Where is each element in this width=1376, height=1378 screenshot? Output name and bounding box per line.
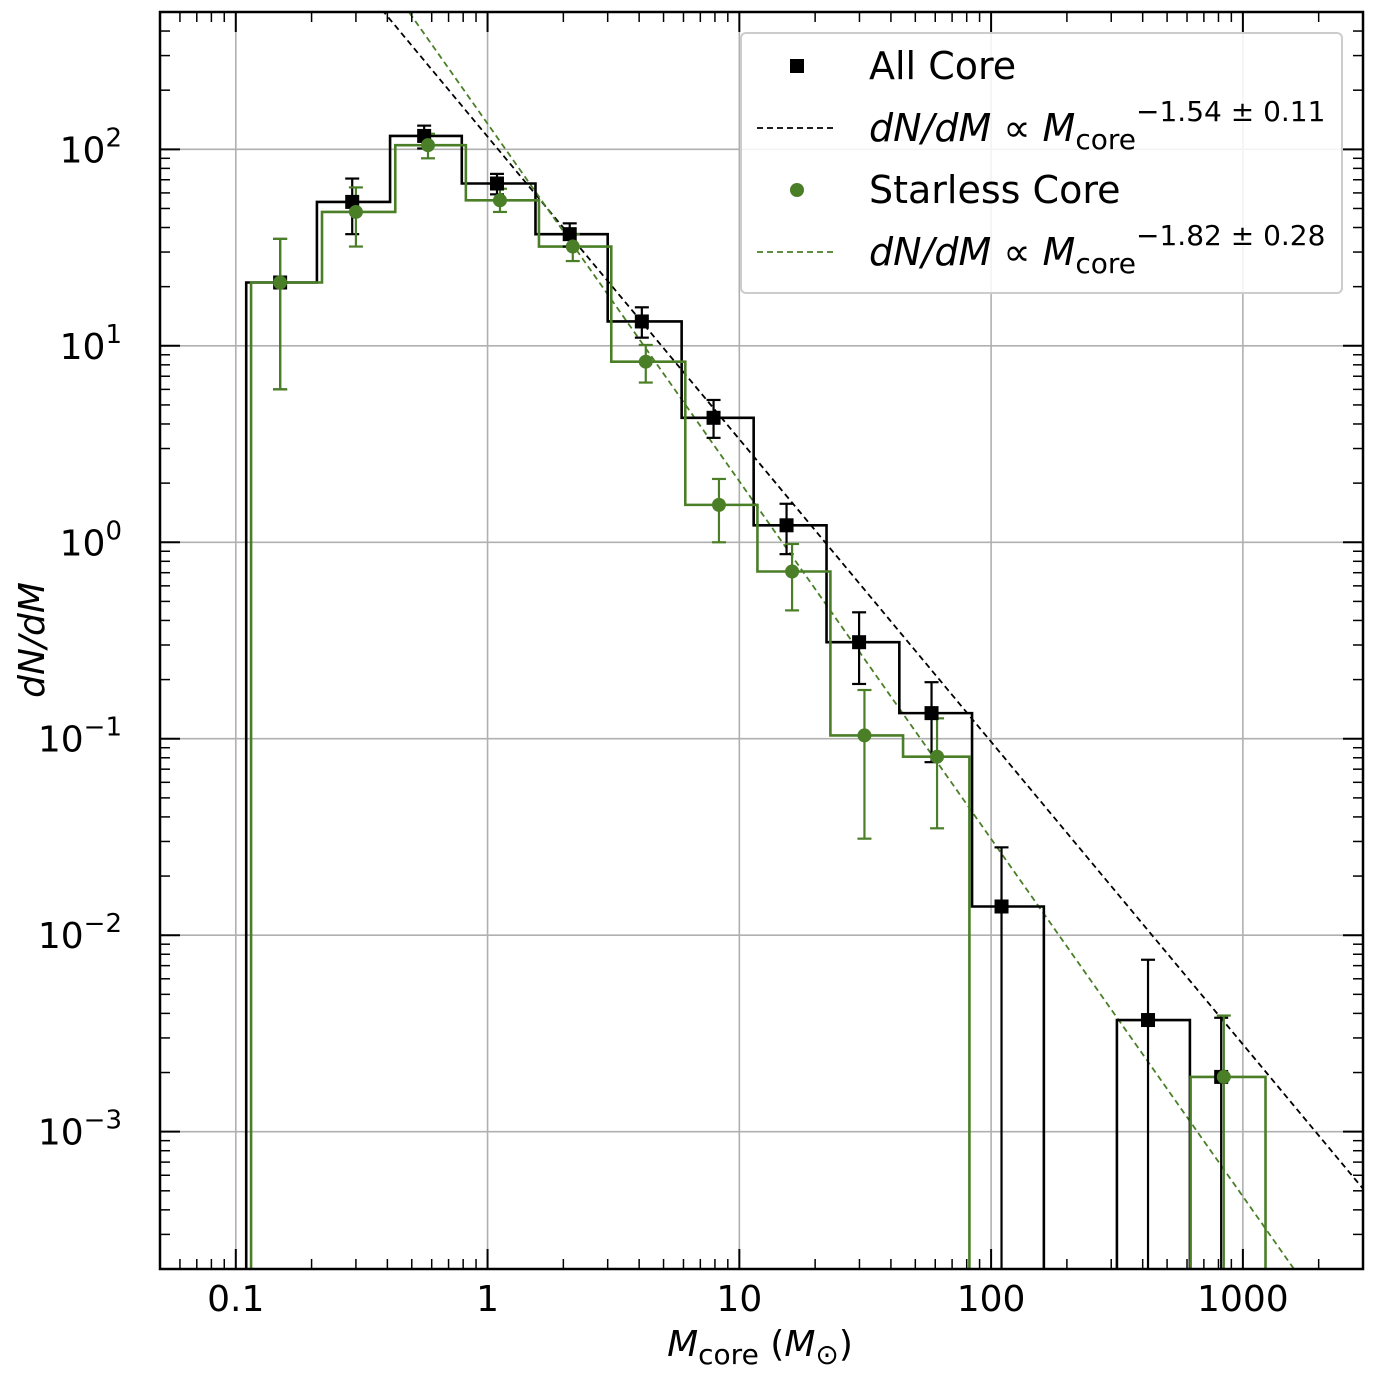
legend-label: dN/dM ∝ Mcore−1.82 ± 0.28 (869, 219, 1325, 280)
plot-frame (158, 10, 1365, 1271)
histograms (244, 134, 1267, 1269)
square-marker (779, 518, 794, 533)
circle-marker (930, 749, 945, 764)
histogram-step (244, 134, 1192, 1269)
circle-marker (857, 728, 872, 743)
plot-data (244, 12, 1363, 1269)
y-tick-labels: 10−3 10−2 10−1 100 101 102 (38, 123, 122, 1153)
y-tick-label: 10−3 (38, 1106, 122, 1154)
error-bars (273, 124, 1231, 1269)
legend-label: Starless Core (869, 168, 1121, 212)
legend: All Core dN/dM ∝ Mcore−1.54 ± 0.11 Starles… (740, 32, 1343, 294)
legend-square-marker (790, 59, 804, 73)
fit-line (382, 12, 1363, 1191)
circle-marker (711, 497, 726, 512)
grid (160, 12, 1363, 1269)
y-tick-label: 10−2 (38, 909, 122, 957)
y-tick-label: 101 (60, 320, 122, 368)
square-marker (852, 635, 867, 650)
fit-lines (382, 12, 1363, 1269)
square-marker (562, 227, 577, 242)
fit-line (407, 12, 1296, 1269)
circle-marker (492, 193, 507, 208)
circle-marker (1216, 1069, 1231, 1084)
markers (273, 128, 1231, 1084)
square-marker (489, 176, 504, 191)
y-tick-label: 102 (60, 123, 122, 171)
circle-marker (420, 138, 435, 153)
y-tick-label: 10−1 (38, 713, 122, 761)
legend-label: All Core (869, 44, 1016, 88)
y-axis-label: dN/dM (12, 582, 53, 698)
legend-label: dN/dM ∝ Mcore−1.54 ± 0.11 (869, 95, 1325, 156)
x-tick-label: 1000 (1197, 1279, 1289, 1320)
square-marker (994, 899, 1009, 914)
circle-marker (785, 564, 800, 579)
legend-circle-marker (790, 183, 804, 197)
square-marker (634, 314, 649, 329)
x-tick-label: 100 (957, 1279, 1026, 1320)
x-tick-labels: 0.1 1 10 100 1000 (207, 1279, 1289, 1320)
x-tick-label: 0.1 (207, 1279, 264, 1320)
square-marker (924, 706, 939, 721)
circle-marker (348, 204, 363, 219)
x-axis-label: Mcore (M⊙) (667, 1324, 853, 1371)
axis-ticks (160, 12, 1363, 1269)
circle-marker (638, 354, 653, 369)
circle-marker (273, 275, 288, 290)
x-tick-label: 1 (476, 1279, 499, 1320)
square-marker (706, 410, 721, 425)
y-tick-label: 100 (60, 516, 122, 564)
x-tick-label: 10 (716, 1279, 762, 1320)
circle-marker (565, 239, 580, 254)
square-marker (1141, 1013, 1156, 1028)
legend-box (740, 32, 1343, 294)
